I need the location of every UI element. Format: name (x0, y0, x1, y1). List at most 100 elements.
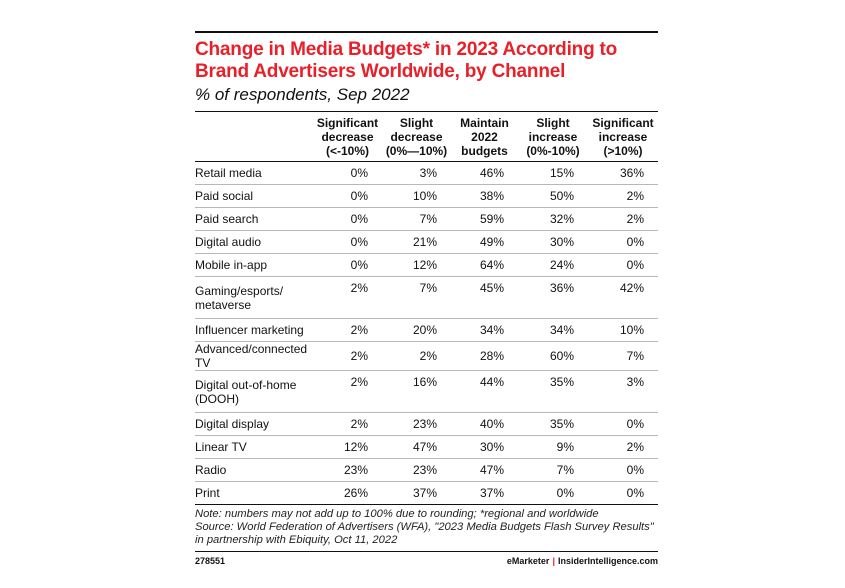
table-row: Digital display 2% 23% 40% 35% 0% (195, 413, 658, 436)
table-row: Paid search 0% 7% 59% 32% 2% (195, 208, 658, 231)
table-cell: 0% (350, 258, 368, 272)
table-cell: 0% (556, 486, 574, 500)
table-cell: 3% (626, 375, 644, 389)
source-text: Source: World Federation of Advertisers … (195, 521, 654, 546)
table-cell: 10% (412, 189, 437, 203)
table-cell: 23% (343, 463, 368, 477)
table-cell: 30% (549, 235, 574, 249)
row-label: Radio (195, 463, 227, 477)
table-row: Digital out-of-home (DOOH) 2% 16% 44% 35% 3% (195, 371, 658, 413)
table-cell: 0% (626, 258, 644, 272)
table-cell: 0% (350, 189, 368, 203)
table-cell: 60% (549, 349, 574, 363)
row-label: Linear TV (195, 440, 247, 454)
table-cell: 37% (479, 486, 504, 500)
table-cell: 44% (479, 375, 504, 389)
table-row: Linear TV 12% 47% 30% 9% 2% (195, 436, 658, 459)
table-cell: 23% (412, 463, 437, 477)
brand-insider: InsiderIntelligence.com (557, 556, 658, 566)
table-cell: 47% (412, 440, 437, 454)
table-cell: 49% (479, 235, 504, 249)
table-row: Radio 23% 23% 47% 7% 0% (195, 459, 658, 482)
table-row: Retail media 0% 3% 46% 15% 36% (195, 162, 658, 185)
table-cell: 2% (350, 323, 368, 337)
table-cell: 7% (419, 281, 437, 295)
footer: 278551 eMarketer | InsiderIntelligence.com (195, 551, 658, 566)
table-cell: 0% (350, 235, 368, 249)
row-label: Paid social (195, 189, 254, 203)
table-row: Advanced/connected TV 2% 2% 28% 60% 7% (195, 342, 658, 371)
table-cell: 45% (479, 281, 504, 295)
header-row: Significant decrease (<-10%) Slight decr… (195, 111, 658, 162)
table-cell: 23% (412, 417, 437, 431)
column-header: Significant increase (>10%) (592, 116, 654, 158)
table-cell: 2% (350, 349, 368, 363)
brand-separator: | (552, 556, 555, 566)
chart-card: Change in Media Budgets* in 2023 Accordi… (195, 31, 658, 566)
table-cell: 35% (549, 417, 574, 431)
brand-emarketer: eMarketer (506, 556, 550, 566)
table-cell: 0% (350, 166, 368, 180)
table-cell: 10% (619, 323, 644, 337)
column-header: Slight increase (0%-10%) (526, 116, 580, 158)
table-cell: 0% (350, 212, 368, 226)
table-cell: 30% (479, 440, 504, 454)
table-row: Digital audio 0% 21% 49% 30% 0% (195, 231, 658, 254)
table-cell: 2% (350, 417, 368, 431)
row-label: Digital display (195, 417, 270, 431)
table-cell: 64% (479, 258, 504, 272)
footer-brand: eMarketer | InsiderIntelligence.com (507, 556, 658, 566)
table-cell: 59% (479, 212, 504, 226)
notes: Note: numbers may not add up to 100% due… (195, 508, 658, 547)
data-table: Significant decrease (<-10%) Slight decr… (195, 111, 658, 505)
table-cell: 2% (626, 212, 644, 226)
table-cell: 24% (549, 258, 574, 272)
table-cell: 0% (626, 486, 644, 500)
table-cell: 21% (412, 235, 437, 249)
row-label: Mobile in-app (195, 258, 268, 272)
table-cell: 12% (343, 440, 368, 454)
top-rule (195, 31, 658, 33)
table-cell: 37% (412, 486, 437, 500)
table-row: Paid social 0% 10% 38% 50% 2% (195, 185, 658, 208)
table-cell: 3% (419, 166, 437, 180)
chart-title: Change in Media Budgets* in 2023 Accordi… (195, 39, 618, 82)
table-cell: 2% (626, 189, 644, 203)
table-cell: 42% (619, 281, 644, 295)
row-label: Influencer marketing (195, 323, 304, 337)
table-row: Influencer marketing 2% 20% 34% 34% 10% (195, 319, 658, 342)
table-cell: 40% (479, 417, 504, 431)
table-cell: 35% (549, 375, 574, 389)
table-cell: 36% (619, 166, 644, 180)
table-body: Retail media 0% 3% 46% 15% 36% Paid social 0% 10… (195, 162, 658, 505)
table-row: Mobile in-app 0% 12% 64% 24% 0% (195, 254, 658, 277)
column-header: Maintain 2022 budgets (460, 116, 509, 158)
row-label: Paid search (195, 212, 259, 226)
table-cell: 34% (549, 323, 574, 337)
row-label: Print (195, 486, 220, 500)
chart-subtitle: % of respondents, Sep 2022 (195, 85, 410, 104)
table-cell: 2% (626, 440, 644, 454)
row-label: Retail media (195, 166, 262, 180)
table-cell: 7% (556, 463, 574, 477)
table-cell: 20% (412, 323, 437, 337)
table-cell: 28% (479, 349, 504, 363)
table-row: Gaming/esports/ metaverse 2% 7% 45% 36% 42% (195, 277, 658, 319)
table-cell: 12% (412, 258, 437, 272)
table-cell: 32% (549, 212, 574, 226)
table-cell: 38% (479, 189, 504, 203)
row-label: Digital audio (195, 235, 262, 249)
table-cell: 15% (549, 166, 574, 180)
table-cell: 2% (419, 349, 437, 363)
column-header: Slight decrease (0%—10%) (385, 116, 448, 158)
chart-id: 278551 (195, 556, 226, 566)
table-cell: 34% (479, 323, 504, 337)
note-text: Note: numbers may not add up to 100% due… (195, 508, 599, 520)
row-label: Digital out-of-home (DOOH) (195, 377, 297, 406)
table-cell: 16% (412, 375, 437, 389)
table-cell: 7% (419, 212, 437, 226)
table-cell: 9% (556, 440, 574, 454)
table-cell: 36% (549, 281, 574, 295)
table-cell: 2% (350, 281, 368, 295)
table-cell: 0% (626, 235, 644, 249)
